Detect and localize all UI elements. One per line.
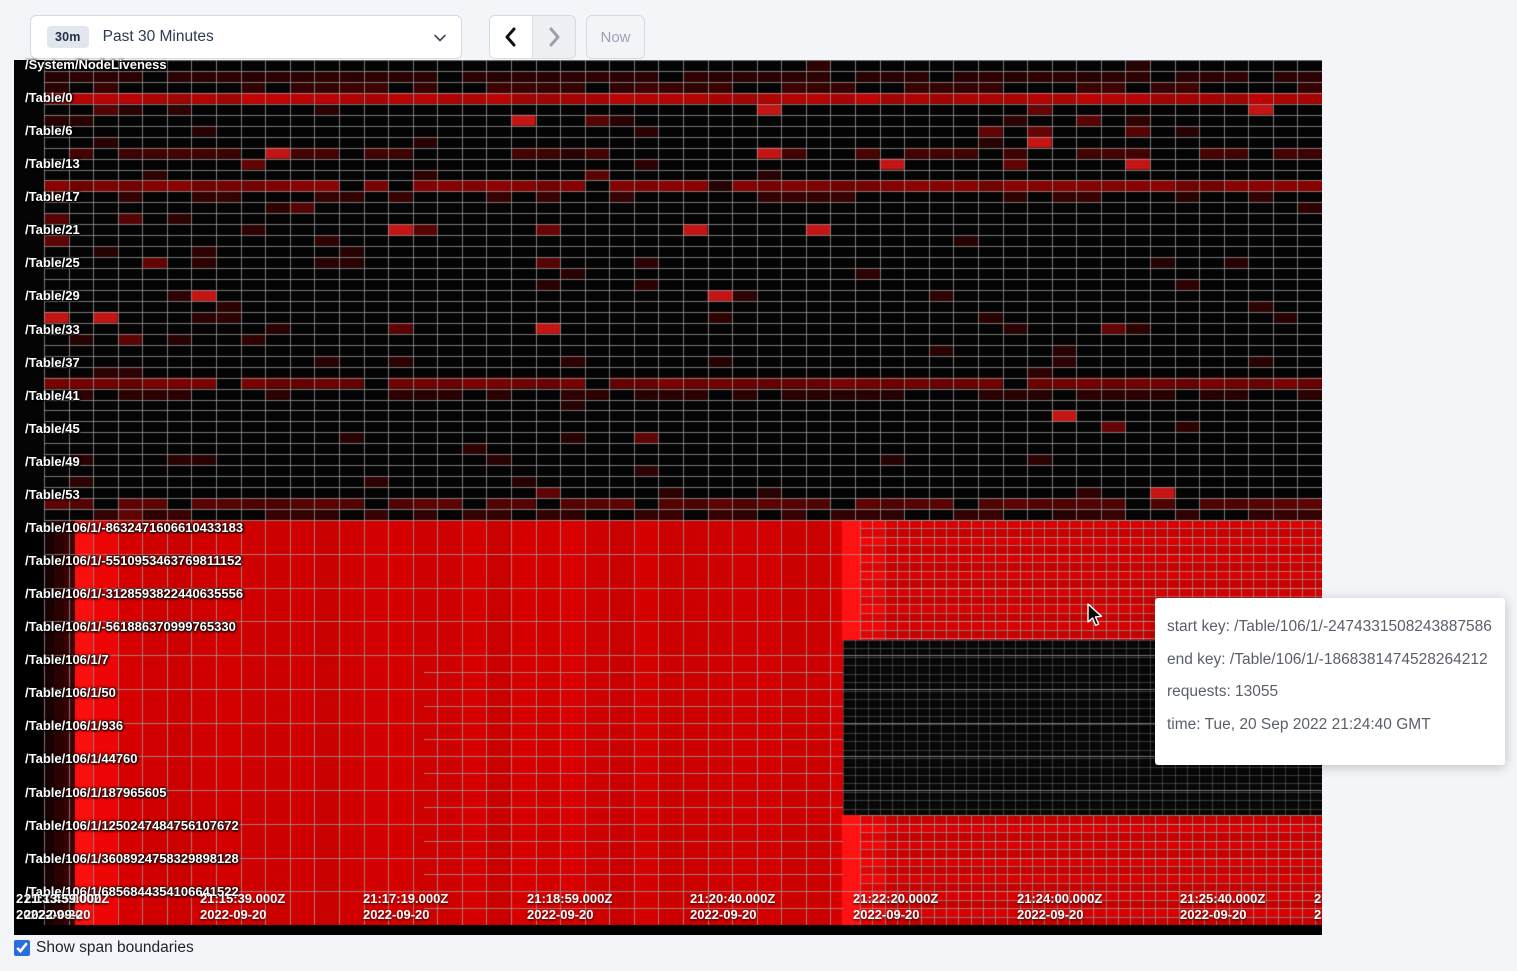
tooltip-requests: requests: 13055: [1167, 683, 1279, 700]
tooltip-start-key: start key: /Table/106/1/-247433150824388…: [1167, 618, 1492, 635]
tooltip-time: time: Tue, 20 Sep 2022 21:24:40 GMT: [1167, 715, 1431, 733]
nav-divider: [532, 16, 533, 58]
chevron-left-icon: [505, 27, 516, 47]
span-boundaries-label: Show span boundaries: [36, 939, 194, 956]
span-tooltip: start key: /Table/106/1/-247433150824388…: [1155, 598, 1505, 765]
chevron-down-icon: [434, 34, 446, 42]
time-range-badge: 30m: [47, 26, 89, 48]
span-boundaries-checkbox[interactable]: [14, 940, 30, 956]
tooltip-end-key: end key: /Table/106/1/-18683814745282642…: [1167, 650, 1488, 668]
now-button[interactable]: Now: [586, 15, 645, 59]
time-range-label: Past 30 Minutes: [102, 28, 214, 45]
nav-forward-button[interactable]: [533, 16, 575, 58]
nav-back-button[interactable]: [490, 16, 532, 58]
chevron-right-icon: [549, 27, 560, 47]
footer: Show span boundaries: [14, 939, 194, 957]
time-nav-group: [489, 15, 576, 59]
time-range-select[interactable]: 30m Past 30 Minutes: [30, 15, 462, 59]
heatmap-canvas[interactable]: [14, 60, 1322, 935]
toolbar: 30m Past 30 Minutes Now: [0, 0, 1517, 60]
